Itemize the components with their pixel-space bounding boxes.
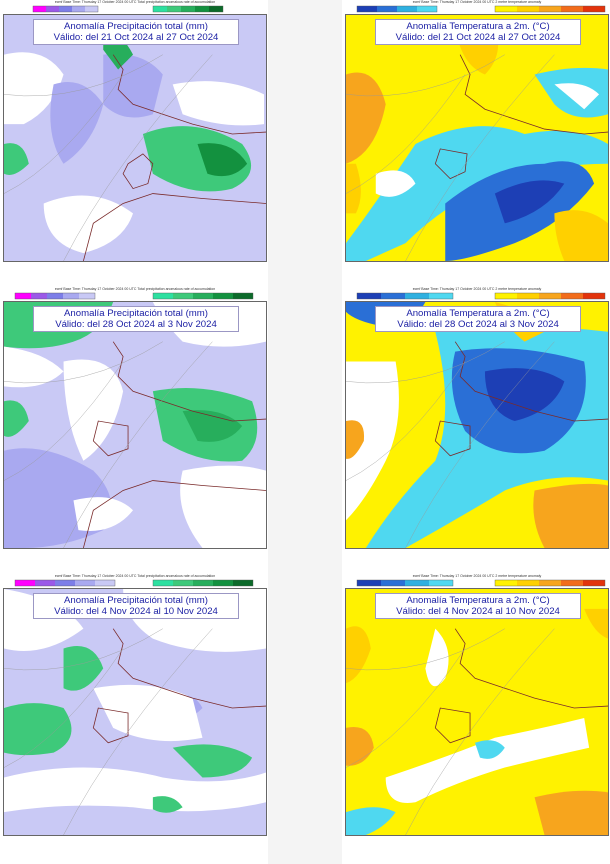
map-area: Anomalía Precipitación total (mm) Válido… [3, 14, 267, 262]
scale-title: ecmf Base Time: Thursday 17 October 2024… [412, 287, 542, 291]
scale-swatches [32, 5, 224, 13]
precip-color-scale: ecmf Base Time: Thursday 17 October 2024… [3, 574, 267, 588]
map-title-box: Anomalía Temperatura a 2m. (°C) Válido: … [375, 593, 581, 619]
scale-title: ecmf Base Time: Thursday 17 October 2024… [54, 287, 216, 291]
scale-title: ecmf Base Time: Thursday 17 October 2024… [54, 574, 216, 578]
map-valid-dates: Válido: del 21 Oct 2024 al 27 Oct 2024 [53, 32, 219, 43]
map-title: Anomalía Precipitación total (mm) [64, 595, 208, 606]
precip-map-panel-week2: ecmf Base Time: Thursday 17 October 2024… [3, 287, 267, 551]
map-valid-dates: Válido: del 28 Oct 2024 al 3 Nov 2024 [55, 319, 217, 330]
precip-map-panel-week3: ecmf Base Time: Thursday 17 October 2024… [3, 574, 267, 838]
scale-swatches [356, 5, 606, 13]
map-valid-dates: Válido: del 4 Nov 2024 al 10 Nov 2024 [54, 606, 218, 617]
map-valid-dates: Válido: del 4 Nov 2024 al 10 Nov 2024 [396, 606, 560, 617]
scale-swatches [356, 579, 606, 587]
map-title-box: Anomalía Temperatura a 2m. (°C) Válido: … [375, 19, 581, 45]
map-title-box: Anomalía Temperatura a 2m. (°C) Válido: … [375, 306, 581, 332]
scale-title: ecmf Base Time: Thursday 17 October 2024… [54, 0, 216, 4]
map-area: Anomalía Precipitación total (mm) Válido… [3, 588, 267, 836]
precip-color-scale: ecmf Base Time: Thursday 17 October 2024… [3, 287, 267, 301]
map-title: Anomalía Precipitación total (mm) [64, 308, 208, 319]
map-title: Anomalía Precipitación total (mm) [64, 21, 208, 32]
temp-color-scale: ecmf Base Time: Thursday 17 October 2024… [345, 574, 609, 588]
map-area: Anomalía Temperatura a 2m. (°C) Válido: … [345, 301, 609, 549]
map-title: Anomalía Temperatura a 2m. (°C) [406, 595, 550, 606]
map-title-box: Anomalía Precipitación total (mm) Válido… [33, 306, 239, 332]
precip-map-panel-week1: ecmf Base Time: Thursday 17 October 2024… [3, 0, 267, 264]
map-title-box: Anomalía Precipitación total (mm) Válido… [33, 19, 239, 45]
precip-color-scale: ecmf Base Time: Thursday 17 October 2024… [3, 0, 267, 14]
background-strip [268, 0, 342, 864]
temp-map-panel-week2: ecmf Base Time: Thursday 17 October 2024… [345, 287, 609, 551]
scale-swatches [356, 292, 606, 300]
scale-swatches [14, 292, 254, 300]
map-area: Anomalía Temperatura a 2m. (°C) Válido: … [345, 588, 609, 836]
temp-color-scale: ecmf Base Time: Thursday 17 October 2024… [345, 0, 609, 14]
map-title: Anomalía Temperatura a 2m. (°C) [406, 308, 550, 319]
temp-map-panel-week1: ecmf Base Time: Thursday 17 October 2024… [345, 0, 609, 264]
map-valid-dates: Válido: del 21 Oct 2024 al 27 Oct 2024 [395, 32, 561, 43]
map-area: Anomalía Precipitación total (mm) Válido… [3, 301, 267, 549]
scale-swatches [14, 579, 254, 587]
map-area: Anomalía Temperatura a 2m. (°C) Válido: … [345, 14, 609, 262]
scale-title: ecmf Base Time: Thursday 17 October 2024… [412, 0, 542, 4]
map-title-box: Anomalía Precipitación total (mm) Válido… [33, 593, 239, 619]
scale-title: ecmf Base Time: Thursday 17 October 2024… [412, 574, 542, 578]
temp-color-scale: ecmf Base Time: Thursday 17 October 2024… [345, 287, 609, 301]
map-title: Anomalía Temperatura a 2m. (°C) [406, 21, 550, 32]
map-valid-dates: Válido: del 28 Oct 2024 al 3 Nov 2024 [397, 319, 559, 330]
temp-map-panel-week3: ecmf Base Time: Thursday 17 October 2024… [345, 574, 609, 838]
